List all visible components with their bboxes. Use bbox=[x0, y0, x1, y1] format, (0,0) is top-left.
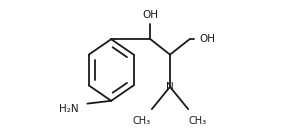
Text: H₂N: H₂N bbox=[59, 104, 79, 114]
Text: CH₃: CH₃ bbox=[189, 116, 207, 125]
Text: OH: OH bbox=[199, 34, 215, 44]
Text: CH₃: CH₃ bbox=[133, 116, 151, 125]
Text: N: N bbox=[166, 82, 174, 92]
Text: OH: OH bbox=[142, 10, 158, 20]
